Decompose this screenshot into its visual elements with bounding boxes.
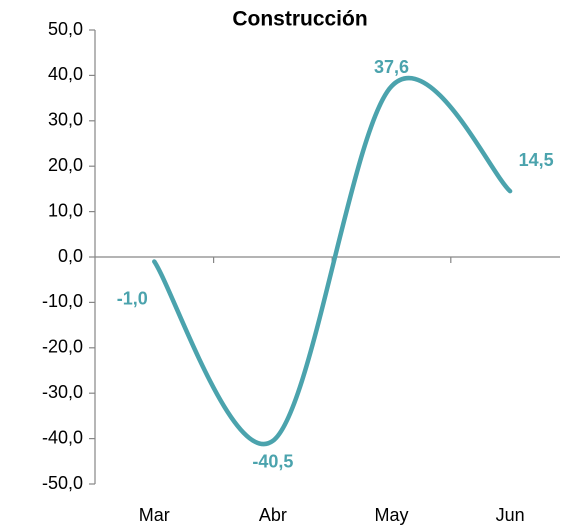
y-tick-label: 10,0	[48, 200, 83, 220]
y-tick-label: 30,0	[48, 110, 83, 130]
x-tick-label: Mar	[139, 505, 170, 525]
y-tick-label: 40,0	[48, 64, 83, 84]
line-series	[152, 75, 513, 447]
data-label: -1,0	[117, 288, 148, 308]
y-tick-label: -10,0	[42, 291, 83, 311]
y-tick-label: 20,0	[48, 155, 83, 175]
y-tick-label: -20,0	[42, 337, 83, 357]
data-label: 37,6	[374, 57, 409, 77]
data-label: -40,5	[252, 452, 293, 472]
y-tick-label: 50,0	[48, 19, 83, 39]
chart-title: Construcción	[232, 8, 367, 31]
y-tick-label: -50,0	[42, 473, 83, 493]
x-tick-label: Abr	[259, 505, 287, 525]
data-label: 14,5	[519, 150, 554, 170]
y-tick-label: -30,0	[42, 382, 83, 402]
x-tick-label: May	[374, 505, 408, 525]
x-tick-label: Jun	[496, 505, 525, 525]
y-tick-label: 0,0	[58, 246, 83, 266]
y-tick-label: -40,0	[42, 427, 83, 447]
